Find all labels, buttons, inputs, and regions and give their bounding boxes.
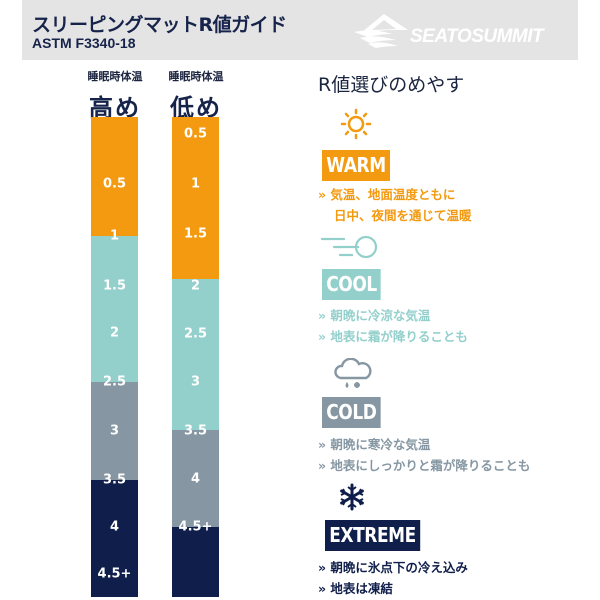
r-value-tick-label: 4 bbox=[190, 471, 201, 487]
r-value-tick-label: 3.5 bbox=[183, 423, 208, 439]
r-value-tick-label: 1.5 bbox=[102, 278, 127, 294]
snowflake-icon bbox=[340, 483, 364, 511]
r-value-tick-label: 0.5 bbox=[102, 176, 127, 192]
bar-segment-cool bbox=[172, 279, 219, 430]
bar-segment-cold bbox=[172, 430, 219, 527]
column-header-low: 睡眠時体温 低め bbox=[151, 68, 241, 123]
legend-desc-cool: » 朝晩に冷涼な気温 » 地表に霜が降りることも bbox=[318, 308, 468, 344]
bar-segment-extreme bbox=[172, 527, 219, 597]
wind-icon bbox=[320, 235, 378, 259]
r-value-bar-high: 0.5 1 1.5 2 2.5 3 3.5 4 4.5+ bbox=[91, 117, 138, 597]
r-value-bar-low: 0.5 1 1.5 2 2.5 3 3.5 4 4.5+ bbox=[172, 117, 219, 597]
r-value-tick-label: 4 bbox=[109, 519, 120, 535]
r-value-tick-label: 3 bbox=[190, 374, 201, 390]
bar-segment-warm bbox=[91, 117, 138, 236]
r-value-tick-label: 2 bbox=[190, 278, 201, 294]
r-value-tick-label: 4.5+ bbox=[97, 566, 132, 582]
bar-segment-cold bbox=[91, 382, 138, 480]
bar-segment-warm bbox=[172, 117, 219, 279]
r-value-tick-label: 2.5 bbox=[183, 326, 208, 342]
sun-icon bbox=[340, 108, 372, 140]
legend-tag-warm: WARM bbox=[322, 150, 390, 181]
brand-logo: SEATOSUMMIT bbox=[352, 10, 562, 50]
r-value-tick-label: 0.5 bbox=[183, 126, 208, 142]
r-value-tick-label: 1 bbox=[109, 228, 120, 244]
legend-desc-extreme: » 朝晩に氷点下の冷え込み » 地表は凍結 bbox=[318, 560, 468, 596]
legend-title: R値選びのめやす bbox=[318, 74, 465, 96]
r-value-tick-label: 2 bbox=[109, 325, 120, 341]
cloud-snow-icon bbox=[334, 358, 372, 388]
column-header-high: 睡眠時体温 高め bbox=[70, 68, 160, 123]
page-subtitle: ASTM F3340-18 bbox=[32, 35, 136, 51]
r-value-tick-label: 3.5 bbox=[102, 472, 127, 488]
r-value-tick-label: 1 bbox=[190, 176, 201, 192]
mountain-wave-icon bbox=[354, 14, 408, 48]
legend-desc-warm: » 気温、地面温度ともに 日中、夜間を通じて温暖 bbox=[318, 187, 472, 223]
page-title: スリーピングマットR値ガイド bbox=[32, 14, 287, 36]
legend-tag-extreme: EXTREME bbox=[325, 520, 421, 551]
column-sub-label: 睡眠時体温 bbox=[168, 70, 224, 83]
legend-tag-cool: COOL bbox=[322, 269, 382, 300]
r-value-tick-label: 1.5 bbox=[183, 226, 208, 242]
legend-tag-cold: COLD bbox=[322, 397, 381, 428]
brand-name: SEATOSUMMIT bbox=[410, 26, 544, 47]
r-value-tick-label: 2.5 bbox=[102, 374, 127, 390]
legend-desc-cold: » 朝晩に寒冷な気温 » 地表にしっかりと霜が降りることも bbox=[318, 437, 531, 473]
column-sub-label: 睡眠時体温 bbox=[87, 70, 143, 83]
header-banner bbox=[22, 0, 578, 60]
bar-segment-extreme bbox=[91, 480, 138, 597]
bar-segment-cool bbox=[91, 236, 138, 382]
r-value-tick-label: 3 bbox=[109, 423, 120, 439]
r-value-tick-label: 4.5+ bbox=[178, 519, 213, 535]
